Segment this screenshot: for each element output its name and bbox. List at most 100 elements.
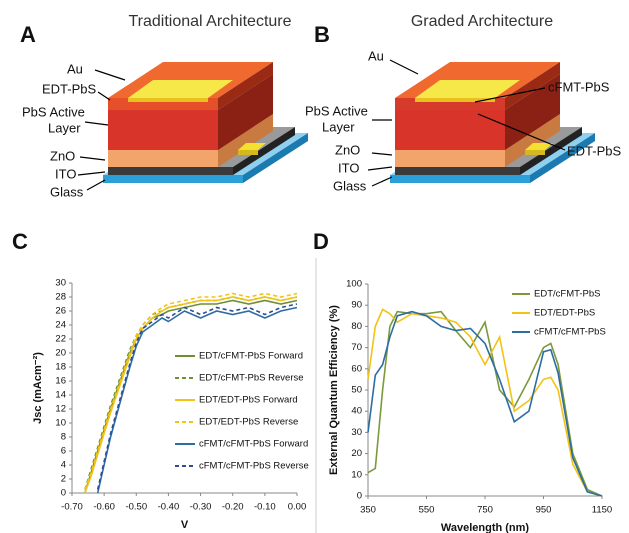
y-tick-label: 10: [55, 418, 66, 429]
y-axis-label: External Quantum Efficiency (%): [328, 305, 340, 475]
x-tick-label: 0.00: [288, 502, 307, 513]
y-tick-label: 0: [357, 491, 362, 502]
layer-side: [218, 74, 273, 150]
layer-label: ITO: [55, 166, 76, 181]
layer-label: PbS Active: [22, 104, 85, 119]
y-tick-label: 100: [346, 279, 362, 290]
series-line: [96, 303, 298, 490]
y-tick-label: 10: [351, 469, 362, 480]
layer-label: Glass: [50, 184, 84, 199]
legend-label: EDT/EDT-PbS: [534, 308, 595, 319]
y-tick-label: 18: [55, 362, 66, 373]
layer-side: [218, 114, 273, 167]
y-tick-label: 20: [351, 448, 362, 459]
y-tick-label: 30: [55, 278, 66, 289]
x-tick-label: -0.70: [61, 502, 83, 513]
layer-front: [108, 150, 218, 167]
x-tick-label: -0.60: [93, 502, 115, 513]
layer-side: [233, 127, 295, 175]
diagram-title: Graded Architecture: [411, 13, 553, 30]
panel-letter: A: [20, 22, 36, 47]
x-tick-label: -0.10: [254, 502, 276, 513]
y-tick-label: 4: [61, 460, 66, 471]
series-line: [96, 306, 298, 494]
y-tick-label: 12: [55, 404, 66, 415]
leader-lines: [77, 59, 566, 191]
layer-label: EDT-PbS: [42, 81, 97, 96]
layer-front: [108, 110, 218, 150]
layer-label: cFMT-PbS: [548, 79, 610, 94]
layer-label: Au: [368, 48, 384, 63]
y-tick-label: 2: [61, 474, 66, 485]
layer-label: ZnO: [335, 142, 360, 157]
y-tick-label: 80: [351, 321, 362, 332]
x-tick-label: -0.20: [222, 502, 244, 513]
electrode-front: [415, 98, 495, 102]
series-line: [367, 308, 603, 497]
y-tick-label: 8: [61, 432, 66, 443]
legend-label: cFMT/cFMT-PbS Reverse: [199, 461, 309, 472]
y-tick-label: 30: [351, 427, 362, 438]
pad-front: [525, 150, 545, 155]
y-tick-label: 28: [55, 292, 66, 303]
layer-front: [395, 110, 505, 150]
layer-label: Layer: [322, 119, 355, 134]
y-tick-label: 70: [351, 342, 362, 353]
x-tick-label: 1150: [592, 505, 612, 516]
y-tick-label: 26: [55, 306, 66, 317]
legend-label: EDT/cFMT-PbS Reverse: [199, 373, 304, 384]
layer-side: [530, 133, 595, 183]
series-line: [84, 296, 298, 494]
pad: [525, 143, 553, 150]
layer-front: [103, 175, 243, 183]
panel-letter: D: [313, 229, 329, 254]
layer-side: [505, 62, 560, 110]
y-tick-label: 60: [351, 363, 362, 374]
stacks: [103, 62, 595, 183]
layer-label: Au: [67, 61, 83, 76]
electrode: [128, 80, 233, 98]
y-tick-label: 22: [55, 334, 66, 345]
layer-label: ITO: [338, 160, 359, 175]
series-line: [84, 292, 298, 490]
legend-label: EDT/cFMT-PbS: [534, 289, 601, 300]
x-axis-label: V: [181, 519, 189, 531]
y-tick-label: 6: [61, 446, 66, 457]
layer-front: [390, 175, 530, 183]
x-tick-label: 750: [477, 505, 493, 516]
x-tick-label: 550: [419, 505, 435, 516]
y-axis-label: Jsc (mAcm⁻²): [32, 352, 44, 424]
electrode: [415, 80, 520, 98]
legend-label: EDT/EDT-PbS Reverse: [199, 417, 298, 428]
layer-label: Layer: [48, 120, 81, 135]
series-line: [367, 310, 603, 497]
layer-side: [505, 114, 560, 167]
legend-label: cFMT/cFMT-PbS: [534, 327, 606, 338]
layer-label: PbS Active: [305, 103, 368, 118]
x-tick-label: 950: [536, 505, 552, 516]
x-tick-label: 350: [360, 505, 376, 516]
x-tick-label: -0.30: [190, 502, 212, 513]
series-line: [367, 310, 603, 497]
y-tick-label: 90: [351, 300, 362, 311]
x-axis-label: Wavelength (nm): [441, 522, 530, 533]
panel-letter: C: [12, 229, 28, 254]
diagram-title: Traditional Architecture: [128, 13, 291, 30]
layer-front: [108, 167, 233, 175]
layer-side: [218, 62, 273, 110]
layer-front: [395, 150, 505, 167]
pad-front: [238, 150, 258, 155]
y-tick-label: 0: [61, 488, 66, 499]
layer-side: [520, 127, 582, 175]
layer-label: EDT-PbS: [567, 143, 622, 158]
y-tick-label: 14: [55, 390, 66, 401]
y-tick-label: 16: [55, 376, 66, 387]
layer-front: [395, 167, 520, 175]
x-tick-label: -0.40: [158, 502, 180, 513]
layer-label: Glass: [333, 178, 367, 193]
y-tick-label: 24: [55, 320, 66, 331]
legend-label: EDT/cFMT-PbS Forward: [199, 351, 303, 362]
y-tick-label: 20: [55, 348, 66, 359]
pad: [238, 143, 266, 150]
